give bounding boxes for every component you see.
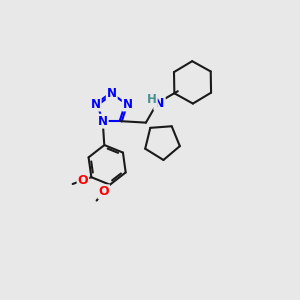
Text: N: N [107,87,117,100]
Text: N: N [123,98,133,110]
Text: O: O [99,185,109,198]
Text: O: O [78,174,88,187]
Text: H: H [147,93,157,106]
Text: N: N [154,97,165,110]
Text: N: N [98,115,108,128]
Text: N: N [91,98,101,110]
